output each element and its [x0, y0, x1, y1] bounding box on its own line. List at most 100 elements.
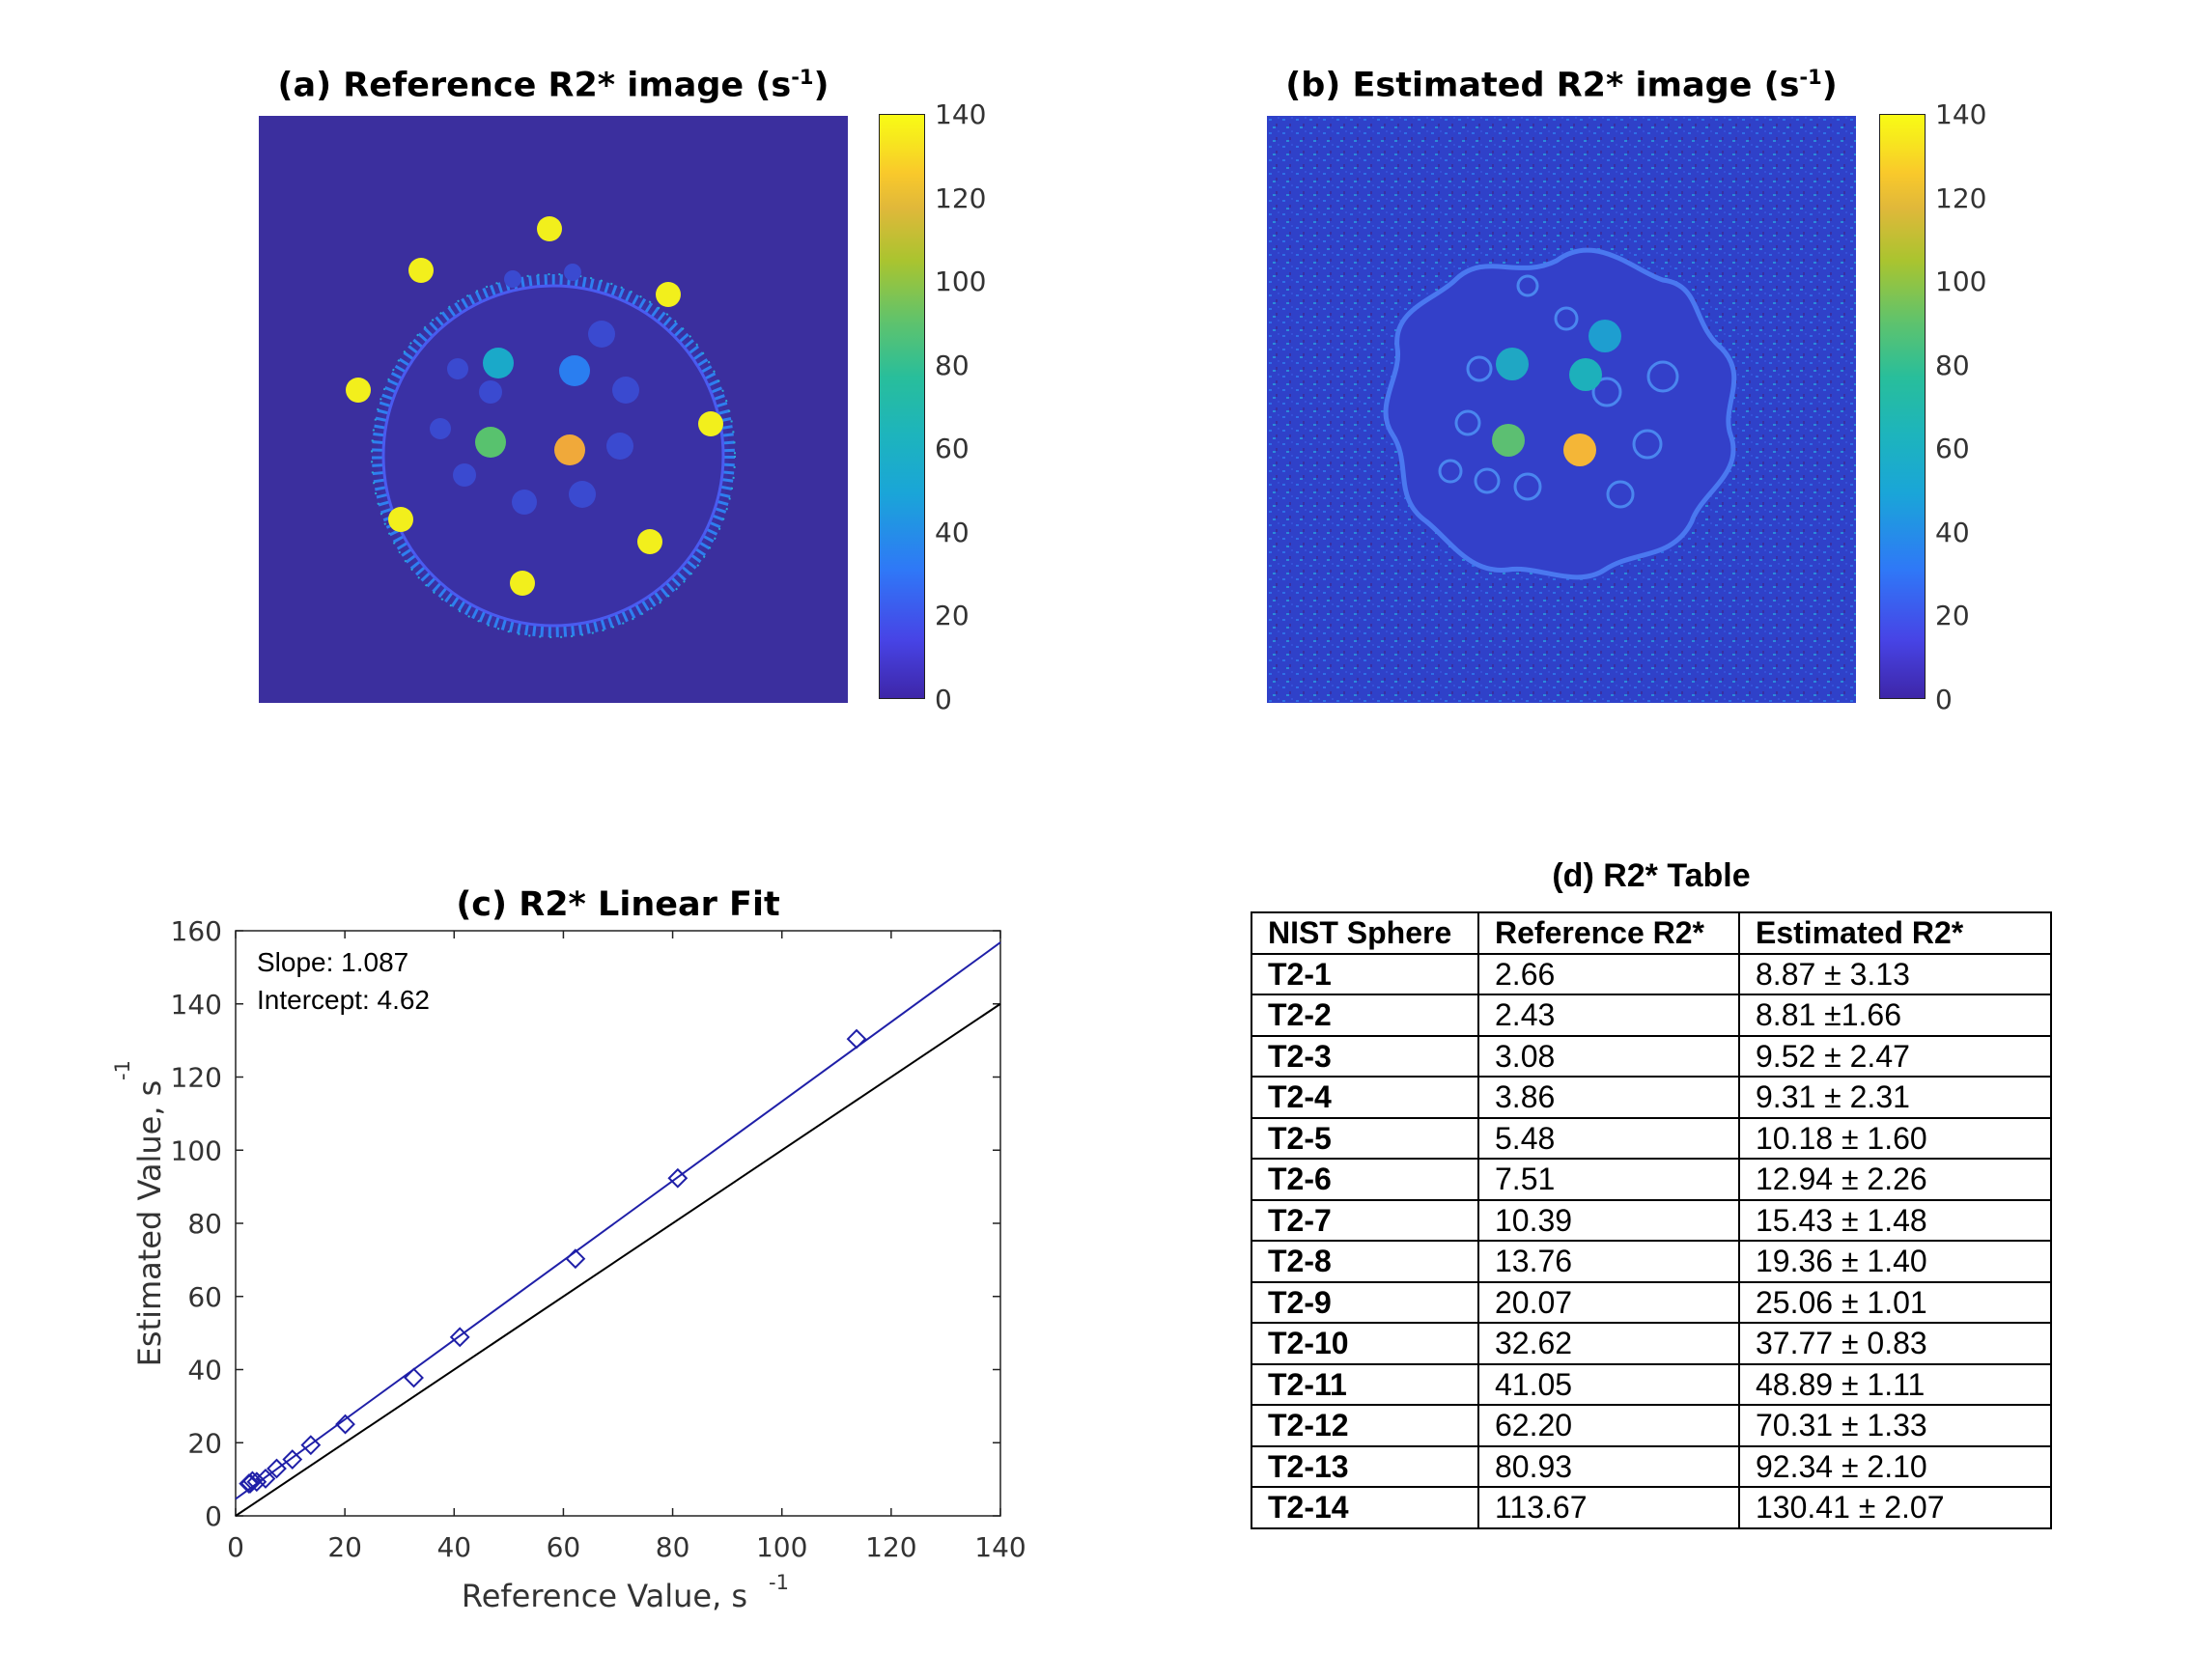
data-point: [565, 1248, 586, 1270]
sphere-cell: T2-13: [1251, 1444, 1479, 1488]
y-tick-label: 40: [187, 1355, 222, 1386]
reference-cell: 3.08: [1477, 1034, 1740, 1078]
x-axis-label: Reference Value, s: [462, 1578, 747, 1614]
reference-cell: 3.86: [1477, 1076, 1740, 1119]
y-tick-label: 140: [171, 989, 222, 1021]
data-point: [255, 1469, 276, 1489]
table-header: NIST Sphere: [1251, 911, 1479, 955]
estimated-cell: 25.06 ± 1.01: [1738, 1280, 2052, 1324]
reference-cell: 5.48: [1477, 1116, 1740, 1160]
y-tick-label: 120: [171, 1062, 222, 1094]
estimated-cell: 92.34 ± 2.10: [1738, 1444, 2052, 1488]
data-point: [846, 1028, 867, 1050]
x-tick-label: 20: [327, 1531, 362, 1563]
reference-cell: 62.20: [1477, 1404, 1740, 1447]
plot-area: [235, 930, 1001, 1517]
sphere-cell: T2-6: [1251, 1158, 1479, 1201]
sphere-cell: T2-1: [1251, 952, 1479, 995]
x-tick-label: 60: [547, 1531, 581, 1563]
estimated-cell: 15.43 ± 1.48: [1738, 1198, 2052, 1242]
panel-a-title: (a) Reference R2* image (s-1): [259, 66, 848, 105]
table-row: T2-12 62.20 70.31 ± 1.33: [1251, 1404, 2052, 1447]
panel-b-title: (b) Estimated R2* image (s-1): [1267, 66, 1856, 105]
data-point: [282, 1449, 303, 1470]
data-point: [246, 1471, 267, 1493]
y-tick-label: 0: [205, 1500, 222, 1532]
estimated-cell: 9.52 ± 2.47: [1738, 1034, 2052, 1078]
fit-line: [235, 941, 1001, 1500]
cb-b-tick: 120: [1935, 182, 1987, 214]
table-row: T2-3 3.08 9.52 ± 2.47: [1251, 1034, 2052, 1078]
reference-cell: 2.43: [1477, 994, 1740, 1037]
reference-cell: 10.39: [1477, 1198, 1740, 1242]
cb-b-tick: 80: [1935, 350, 1970, 381]
cb-b-tick: 60: [1935, 433, 1970, 464]
table-row: T2-5 5.48 10.18 ± 1.60: [1251, 1116, 2052, 1160]
r2-table: NIST Sphere Reference R2* Estimated R2* …: [1251, 911, 2052, 1529]
cb-b-tick: 40: [1935, 517, 1970, 548]
sphere-cell: T2-3: [1251, 1034, 1479, 1078]
estimated-cell: 12.94 ± 2.26: [1738, 1158, 2052, 1201]
x-axis-label-sup: -1: [769, 1571, 789, 1594]
table-row: T2-7 10.39 15.43 ± 1.48: [1251, 1198, 2052, 1242]
reference-cell: 113.67: [1477, 1486, 1740, 1529]
panel-a-title-end: ): [813, 66, 829, 105]
x-tick-label: 140: [974, 1531, 1026, 1563]
reference-cell: 2.66: [1477, 952, 1740, 995]
table-row: T2-14 113.67 130.41 ± 2.07: [1251, 1486, 2052, 1529]
reference-cell: 80.93: [1477, 1444, 1740, 1488]
reference-cell: 41.05: [1477, 1362, 1740, 1406]
cb-b-tick: 20: [1935, 600, 1970, 631]
cb-a-tick: 120: [935, 182, 987, 214]
y-tick-label: 100: [171, 1134, 222, 1166]
estimated-cell: 8.87 ± 3.13: [1738, 952, 2052, 995]
table-header: Reference R2*: [1477, 911, 1740, 955]
x-tick-label: 80: [656, 1531, 690, 1563]
sphere-cell: T2-14: [1251, 1486, 1479, 1529]
y-axis-label: Estimated Value, s: [131, 1080, 168, 1367]
linear-fit-chart: 0 20 40 60 80 100 120 140 0 20 40 60 80 100 120 140 160 S…: [111, 885, 1026, 1614]
table-row: T2-8 13.76 19.36 ± 1.40: [1251, 1240, 2052, 1283]
cb-b-tick: 100: [1935, 266, 1987, 297]
sphere-cell: T2-4: [1251, 1076, 1479, 1119]
estimated-cell: 19.36 ± 1.40: [1738, 1240, 2052, 1283]
reference-cell: 32.62: [1477, 1322, 1740, 1365]
reference-r2-image: [259, 116, 848, 703]
x-tick-label: 100: [756, 1531, 807, 1563]
data-point: [449, 1327, 470, 1348]
cb-a-tick: 140: [935, 98, 987, 130]
x-tick-label: 120: [865, 1531, 916, 1563]
colorbar-b: [1879, 114, 1926, 699]
table-title: (d) R2* Table: [1552, 857, 1751, 894]
table-row: T2-11 41.05 48.89 ± 1.11: [1251, 1362, 2052, 1406]
table-row: T2-10 32.62 37.77 ± 0.83: [1251, 1322, 2052, 1365]
fit-annotation: Slope: 1.087: [257, 947, 408, 977]
cb-a-tick: 20: [935, 600, 970, 631]
cb-a-tick: 0: [935, 684, 952, 715]
sphere-cell: T2-8: [1251, 1240, 1479, 1283]
reference-cell: 13.76: [1477, 1240, 1740, 1283]
estimated-cell: 10.18 ± 1.60: [1738, 1116, 2052, 1160]
table-header: Estimated R2*: [1738, 911, 2052, 955]
sphere-cell: T2-5: [1251, 1116, 1479, 1160]
data-point: [404, 1367, 424, 1388]
sphere-cell: T2-9: [1251, 1280, 1479, 1324]
x-tick-label: 40: [436, 1531, 471, 1563]
cb-b-tick: 0: [1935, 684, 1953, 715]
identity-line: [235, 1002, 1001, 1517]
y-tick-label: 20: [187, 1427, 222, 1459]
table-row: T2-6 7.51 12.94 ± 2.26: [1251, 1158, 2052, 1201]
cb-a-tick: 40: [935, 517, 970, 548]
panel-a-title-sup: -1: [791, 66, 814, 89]
chart-title: (c) R2* Linear Fit: [456, 885, 779, 924]
x-tick-label: 0: [227, 1531, 244, 1563]
panel-b-title-end: ): [1821, 66, 1838, 105]
table-row: T2-9 20.07 25.06 ± 1.01: [1251, 1280, 2052, 1324]
y-tick-label: 60: [187, 1281, 222, 1313]
cb-b-tick: 140: [1935, 98, 1987, 130]
sphere-cell: T2-11: [1251, 1362, 1479, 1406]
data-point: [267, 1458, 287, 1479]
panel-b-title-text: (b) Estimated R2* image (s: [1285, 66, 1800, 105]
sphere-cell: T2-12: [1251, 1404, 1479, 1447]
data-point: [300, 1435, 322, 1456]
